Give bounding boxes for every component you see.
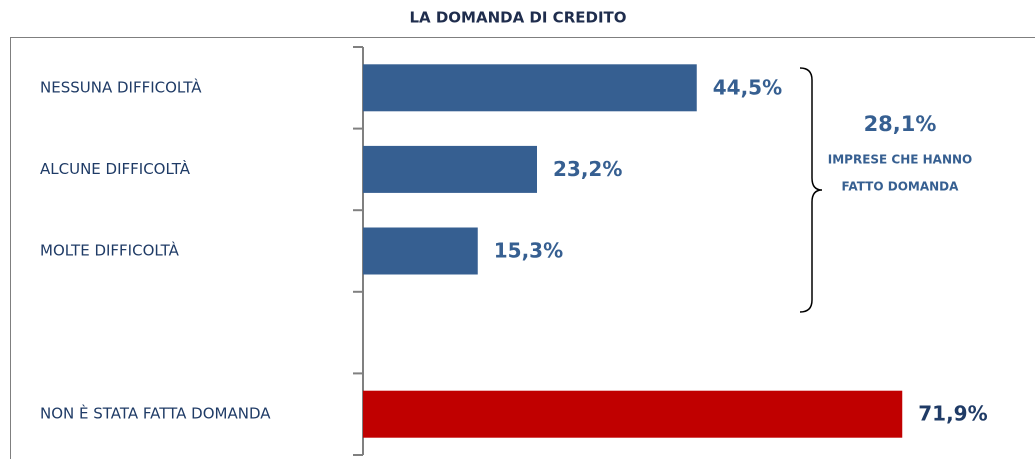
chart-title: LA DOMANDA DI CREDITO: [409, 9, 626, 27]
annotation-text: FATTO DOMANDA: [842, 180, 960, 194]
value-label: 23,2%: [553, 157, 622, 181]
brace: [799, 67, 823, 313]
bar: [363, 390, 903, 438]
bar: [363, 64, 697, 112]
category-label: MOLTE DIFFICOLTÀ: [40, 241, 180, 260]
value-label: 71,9%: [918, 402, 987, 426]
value-label: 44,5%: [713, 75, 782, 99]
value-label: 15,3%: [494, 239, 563, 263]
bar: [363, 145, 537, 193]
bar: [363, 227, 478, 275]
chart-frame: [10, 37, 1035, 459]
category-label: NESSUNA DIFFICOLTÀ: [40, 77, 202, 96]
annotation-value: 28,1%: [864, 112, 937, 136]
category-label: ALCUNE DIFFICOLTÀ: [40, 159, 191, 178]
annotation-text: IMPRESE CHE HANNO: [828, 153, 973, 167]
category-label: NON È STATA FATTA DOMANDA: [40, 404, 271, 423]
